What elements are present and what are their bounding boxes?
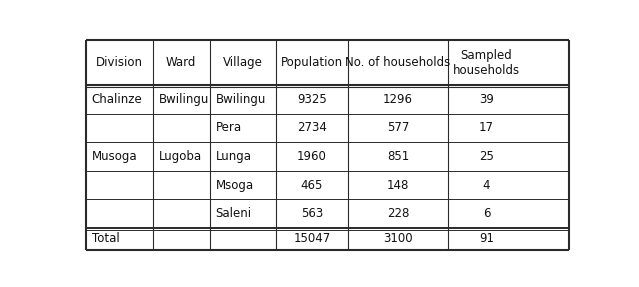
Text: Saleni: Saleni — [215, 207, 252, 220]
Text: Chalinze: Chalinze — [92, 93, 142, 106]
Text: 39: 39 — [479, 93, 494, 106]
Text: 577: 577 — [387, 121, 409, 134]
Text: Pera: Pera — [215, 121, 242, 134]
Text: Lunga: Lunga — [215, 150, 252, 163]
Text: Village: Village — [223, 56, 263, 69]
Bar — [86, 199, 569, 228]
Text: 2734: 2734 — [297, 121, 327, 134]
Text: Bwilingu: Bwilingu — [158, 93, 209, 106]
Text: 1296: 1296 — [383, 93, 413, 106]
Text: 228: 228 — [387, 207, 409, 220]
Text: Sampled
households: Sampled households — [453, 49, 520, 77]
Text: 91: 91 — [479, 232, 494, 245]
Text: 25: 25 — [479, 150, 494, 163]
Bar — [86, 228, 569, 250]
Text: 15047: 15047 — [293, 232, 330, 245]
Bar — [86, 114, 569, 142]
Bar — [86, 171, 569, 199]
Text: 148: 148 — [387, 179, 409, 191]
Text: 6: 6 — [482, 207, 490, 220]
Text: 1960: 1960 — [297, 150, 327, 163]
Text: Division: Division — [96, 56, 142, 69]
Text: 465: 465 — [301, 179, 323, 191]
Bar — [86, 85, 569, 114]
Text: Population: Population — [281, 56, 343, 69]
Bar — [86, 142, 569, 171]
Text: 9325: 9325 — [297, 93, 327, 106]
Text: 3100: 3100 — [383, 232, 413, 245]
Text: Lugoba: Lugoba — [158, 150, 201, 163]
Bar — [86, 40, 569, 85]
Text: Musoga: Musoga — [92, 150, 137, 163]
Text: No. of households: No. of households — [346, 56, 450, 69]
Text: Bwilingu: Bwilingu — [215, 93, 266, 106]
Text: Ward: Ward — [166, 56, 196, 69]
Text: 4: 4 — [482, 179, 490, 191]
Text: 851: 851 — [387, 150, 409, 163]
Text: Total: Total — [92, 232, 119, 245]
Text: 17: 17 — [479, 121, 494, 134]
Text: Msoga: Msoga — [215, 179, 254, 191]
Text: 563: 563 — [301, 207, 323, 220]
